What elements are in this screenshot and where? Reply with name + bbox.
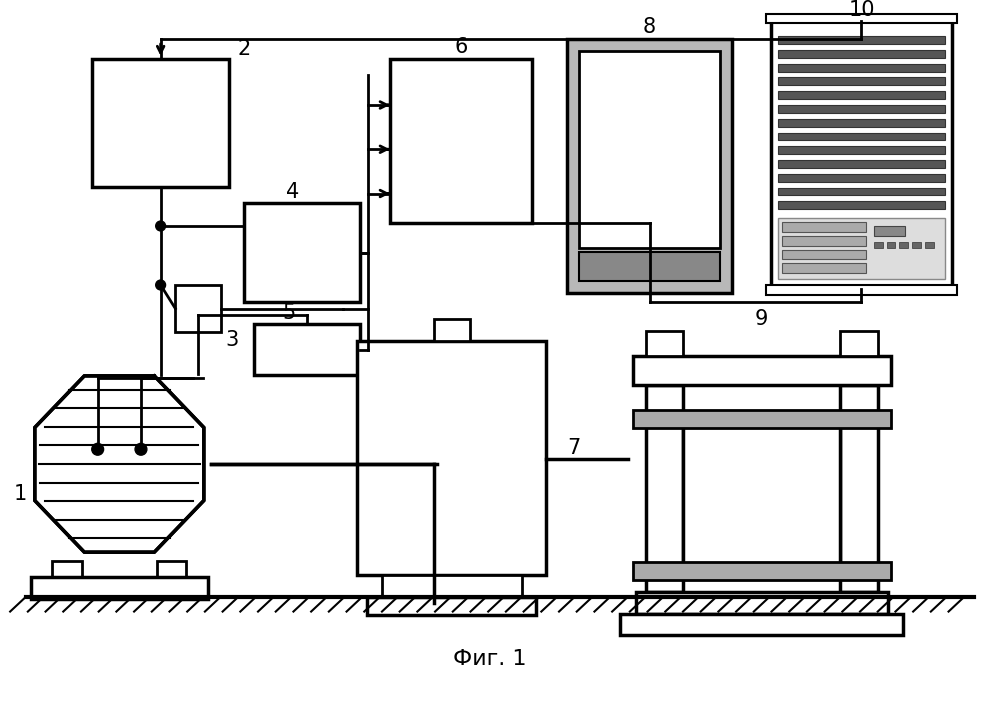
Bar <box>367 597 536 614</box>
Bar <box>357 341 546 575</box>
Bar <box>782 250 866 259</box>
Bar <box>766 285 957 295</box>
Polygon shape <box>35 376 204 552</box>
Bar <box>778 78 945 85</box>
Text: 3: 3 <box>226 330 239 350</box>
Text: 1: 1 <box>13 484 27 503</box>
Bar <box>92 59 229 186</box>
Bar <box>887 241 895 248</box>
Text: Фиг. 1: Фиг. 1 <box>453 649 527 669</box>
Bar <box>633 410 891 428</box>
Bar <box>771 21 952 289</box>
Bar <box>646 331 683 356</box>
Bar <box>778 91 945 99</box>
Bar <box>244 203 360 301</box>
Bar <box>766 13 957 23</box>
Bar <box>778 160 945 168</box>
Bar <box>254 324 360 376</box>
Bar <box>778 36 945 44</box>
Bar <box>925 241 934 248</box>
Bar <box>646 385 683 592</box>
Bar <box>175 285 221 333</box>
Circle shape <box>92 443 104 455</box>
Circle shape <box>156 280 166 290</box>
Bar <box>778 201 945 209</box>
Bar <box>778 146 945 154</box>
Bar <box>579 251 720 281</box>
Bar <box>633 356 891 385</box>
Bar <box>899 241 908 248</box>
Bar <box>782 263 866 273</box>
Bar <box>31 577 208 599</box>
Text: 10: 10 <box>848 0 875 20</box>
Bar <box>840 331 878 356</box>
Text: 8: 8 <box>643 17 656 37</box>
Text: 5: 5 <box>283 303 296 323</box>
Bar <box>778 174 945 181</box>
Bar <box>778 119 945 126</box>
Text: 7: 7 <box>567 438 580 458</box>
Bar <box>434 319 470 341</box>
Text: 2: 2 <box>238 39 251 59</box>
Bar <box>874 241 883 248</box>
Bar <box>382 575 522 597</box>
Bar <box>567 39 732 293</box>
Bar <box>778 105 945 113</box>
Bar <box>778 218 945 279</box>
Circle shape <box>135 443 147 455</box>
Bar <box>636 592 888 614</box>
Bar <box>782 222 866 232</box>
Bar <box>840 385 878 592</box>
Bar <box>633 563 891 580</box>
Bar <box>912 241 921 248</box>
Text: 4: 4 <box>286 181 299 201</box>
Bar <box>778 50 945 58</box>
Circle shape <box>156 221 166 231</box>
Text: 9: 9 <box>755 309 768 330</box>
Bar <box>52 561 82 577</box>
Bar <box>390 59 532 223</box>
Bar <box>683 420 840 573</box>
Bar <box>778 64 945 71</box>
Bar <box>778 133 945 140</box>
Text: 6: 6 <box>454 37 468 57</box>
Bar <box>579 51 720 248</box>
Bar <box>782 236 866 246</box>
Bar <box>157 561 186 577</box>
Bar <box>874 226 905 236</box>
Bar <box>620 614 903 635</box>
Bar <box>778 188 945 196</box>
